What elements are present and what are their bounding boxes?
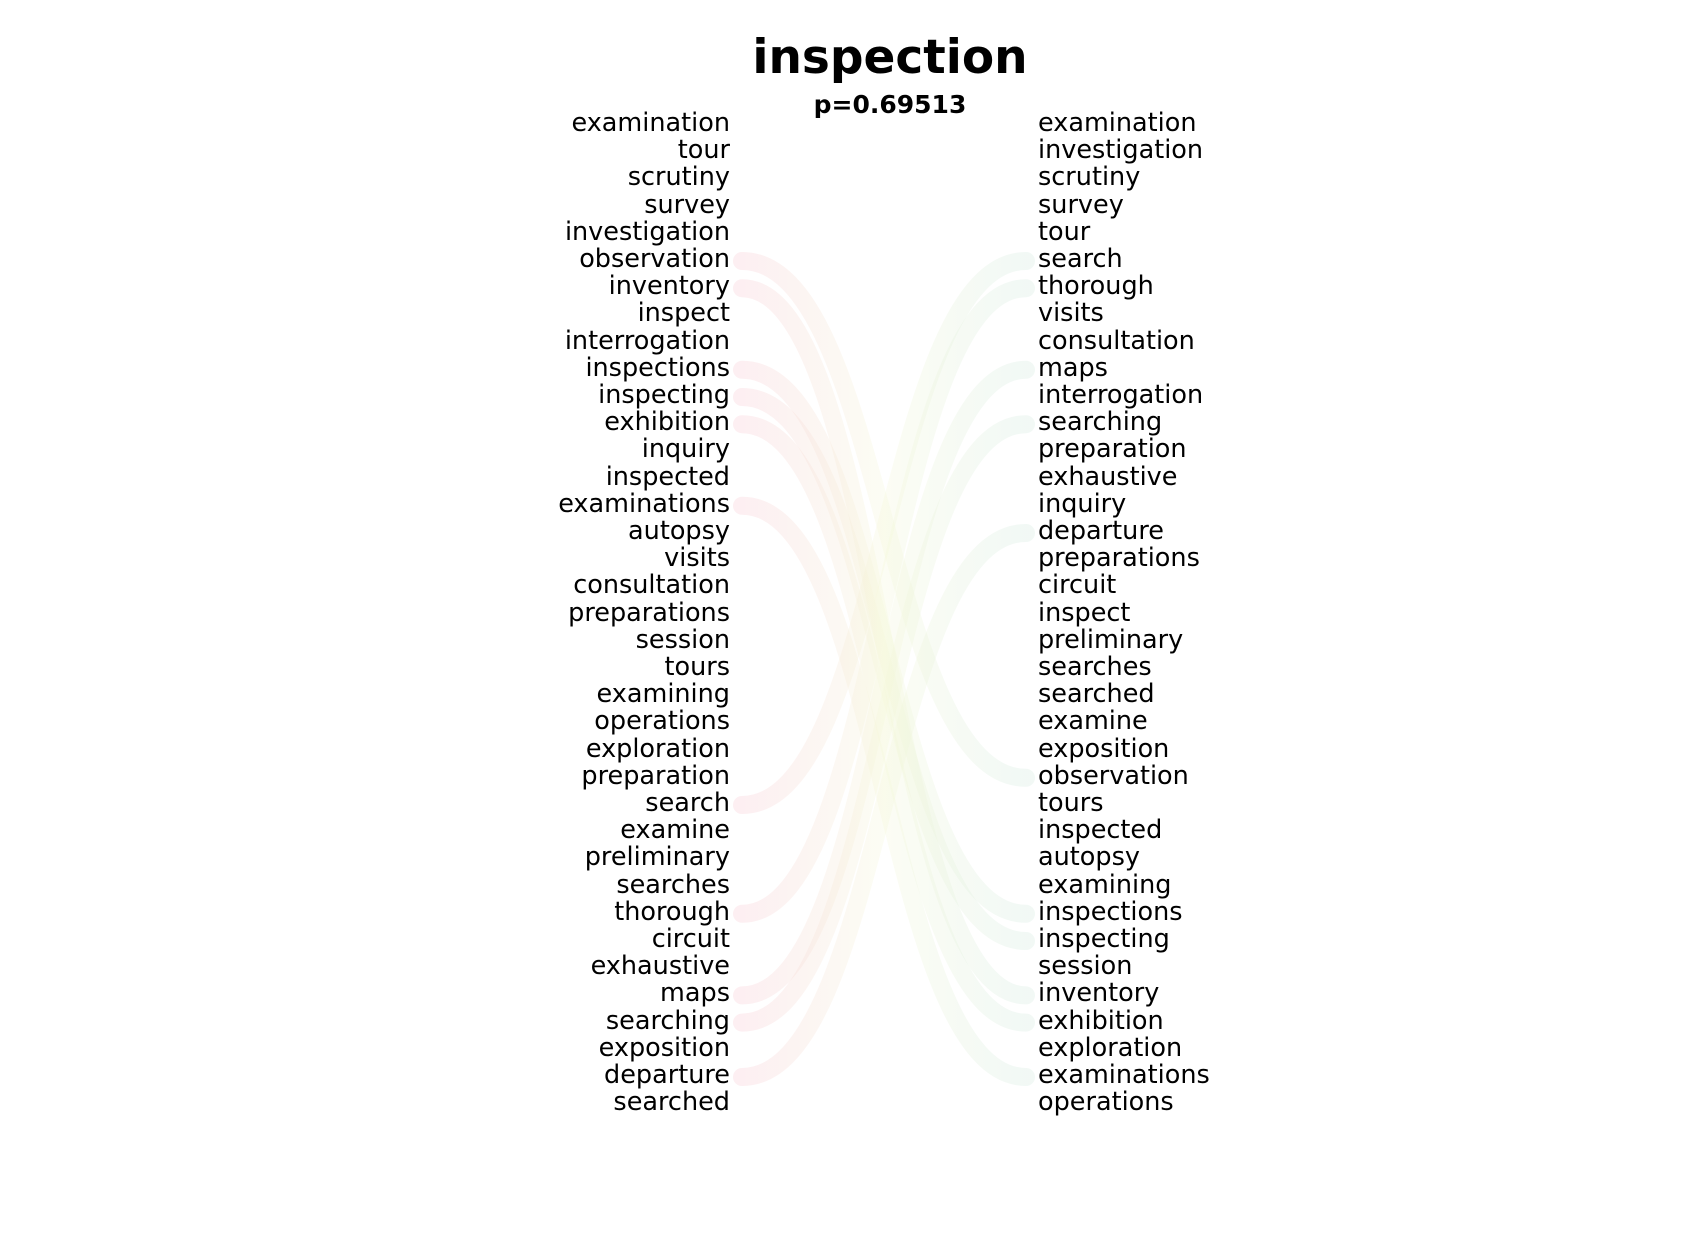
right-word: inspecting xyxy=(1038,924,1170,954)
right-word: preparations xyxy=(1038,543,1200,574)
right-word: survey xyxy=(1038,189,1124,220)
right-word: exhibition xyxy=(1038,1005,1164,1036)
left-word: visits xyxy=(664,543,730,574)
left-word: examine xyxy=(620,815,730,846)
rank-link-departure xyxy=(733,524,1035,1086)
right-word: preliminary xyxy=(1038,624,1184,655)
right-word: examining xyxy=(1038,869,1172,900)
left-word: searches xyxy=(616,869,730,900)
right-word: tour xyxy=(1038,216,1091,247)
rank-link-thorough xyxy=(733,279,1035,923)
right-word: searched xyxy=(1038,679,1155,710)
left-word: exposition xyxy=(598,1032,730,1063)
right-word: search xyxy=(1038,244,1123,274)
right-word: inventory xyxy=(1038,978,1160,1009)
left-word: exhibition xyxy=(604,407,730,438)
left-word: scrutiny xyxy=(627,162,730,193)
left-word: tour xyxy=(677,135,730,166)
right-word: inspected xyxy=(1038,815,1163,846)
left-word: exploration xyxy=(585,733,730,764)
left-word: searching xyxy=(605,1005,730,1036)
rank-link-maps xyxy=(733,360,1035,1005)
left-word: examinations xyxy=(558,488,730,519)
right-word: tours xyxy=(1038,788,1104,818)
right-word: circuit xyxy=(1038,570,1117,601)
right-word: inspections xyxy=(1038,896,1183,927)
right-word: maps xyxy=(1038,352,1108,383)
right-word: searching xyxy=(1038,407,1163,438)
right-word: interrogation xyxy=(1038,380,1204,410)
left-word: tours xyxy=(664,652,730,682)
left-word: inspecting xyxy=(598,380,730,410)
left-word: autopsy xyxy=(628,516,730,546)
right-word: exploration xyxy=(1038,1032,1183,1063)
right-word: autopsy xyxy=(1038,842,1140,873)
left-word: preliminary xyxy=(584,842,730,873)
right-word: exhaustive xyxy=(1038,461,1178,492)
right-word: inquiry xyxy=(1038,488,1127,519)
left-word: search xyxy=(645,788,730,818)
left-word: inspect xyxy=(637,298,730,329)
left-word: searched xyxy=(613,1087,730,1118)
right-word: examinations xyxy=(1038,1060,1210,1090)
right-word: session xyxy=(1038,951,1133,982)
right-word: exposition xyxy=(1038,733,1170,764)
left-word: inspected xyxy=(605,461,730,492)
right-word: inspect xyxy=(1038,597,1131,628)
left-word: examination xyxy=(571,108,730,138)
right-word: investigation xyxy=(1038,135,1204,166)
left-word: maps xyxy=(660,978,730,1009)
right-word: scrutiny xyxy=(1038,162,1141,193)
left-word: inspections xyxy=(585,352,730,383)
rank-link-search xyxy=(733,252,1035,814)
left-word: session xyxy=(635,624,730,655)
left-word: survey xyxy=(644,189,730,220)
diagram-title: inspection xyxy=(752,30,1028,85)
right-word: consultation xyxy=(1038,325,1195,356)
left-word: investigation xyxy=(564,216,730,247)
right-word: examination xyxy=(1038,108,1197,138)
rank-link-searching xyxy=(733,415,1035,1032)
left-word: inventory xyxy=(608,271,730,302)
diagram-subtitle: p=0.69513 xyxy=(813,90,967,119)
right-word: searches xyxy=(1038,652,1152,682)
right-word: observation xyxy=(1038,760,1189,791)
left-word: operations xyxy=(594,706,730,737)
right-word: examine xyxy=(1038,706,1148,737)
left-word: thorough xyxy=(614,896,730,927)
right-word: departure xyxy=(1038,516,1164,546)
left-word: examining xyxy=(596,679,730,710)
left-word: exhaustive xyxy=(590,951,730,982)
right-word: visits xyxy=(1038,298,1104,329)
right-word: thorough xyxy=(1038,271,1154,302)
left-word: inquiry xyxy=(641,434,730,465)
right-word: operations xyxy=(1038,1087,1174,1118)
left-word: preparations xyxy=(568,597,730,628)
left-word: observation xyxy=(579,244,730,274)
right-word: preparation xyxy=(1038,434,1187,465)
left-word: interrogation xyxy=(564,325,730,356)
left-word: preparation xyxy=(581,760,730,791)
left-word: departure xyxy=(604,1060,730,1090)
left-word: consultation xyxy=(573,570,730,601)
left-word: circuit xyxy=(651,924,730,954)
